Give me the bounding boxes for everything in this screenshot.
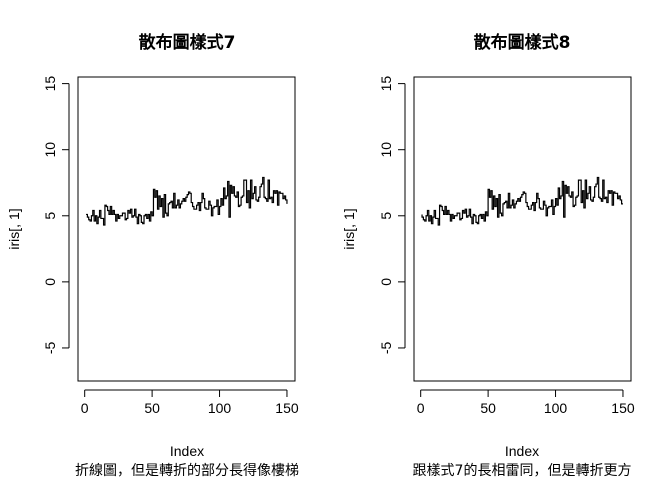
y-tick-label: 0 — [378, 278, 394, 286]
x-tick-label: 100 — [544, 400, 568, 416]
y-tick-label: 5 — [42, 212, 58, 220]
series-layer-2 — [421, 176, 623, 226]
y-tick-label: 10 — [42, 142, 58, 158]
y-tick-label: -5 — [378, 342, 394, 355]
plot-frame-2 — [413, 76, 632, 382]
x-tick-label: 0 — [417, 400, 425, 416]
series-line — [86, 176, 288, 226]
tick-layer-2: 0 50 100 150 -5 0 5 10 15 — [378, 76, 635, 416]
y-axis-label-2: iris[, 1] — [341, 208, 357, 249]
x-tick-label: 50 — [144, 400, 160, 416]
x-tick-label: 150 — [275, 400, 299, 416]
y-tick-label: 5 — [378, 212, 394, 220]
tick-layer-1: 0 50 100 150 -5 0 5 10 15 — [42, 76, 299, 416]
chart-panel-1: 散布圖樣式7 0 50 100 150 -5 0 5 10 15 Index iris[, 1]… — [6, 32, 299, 479]
series-layer-1 — [86, 176, 288, 226]
y-tick-label: -5 — [42, 342, 58, 355]
caption-1: 折線圖，但是轉折的部分長得像樓梯 — [75, 462, 299, 479]
caption-2: 跟樣式7的長相雷同，但是轉折更方 — [413, 462, 632, 479]
y-tick-label: 15 — [378, 76, 394, 92]
y-tick-label: 10 — [378, 142, 394, 158]
x-axis-label-2: Index — [505, 443, 539, 459]
x-tick-label: 0 — [81, 400, 89, 416]
y-tick-label: 15 — [42, 76, 58, 92]
x-tick-label: 100 — [208, 400, 232, 416]
x-tick-label: 50 — [480, 400, 496, 416]
y-tick-label: 0 — [42, 278, 58, 286]
chart-panel-2: 散布圖樣式8 0 50 100 150 -5 0 5 10 15 Index iris[, 1]… — [341, 32, 635, 479]
chart-title-2: 散布圖樣式8 — [474, 32, 571, 53]
chart-title-1: 散布圖樣式7 — [139, 32, 236, 53]
series-line — [421, 176, 623, 226]
y-axis-label-1: iris[, 1] — [6, 208, 22, 249]
x-tick-label: 150 — [611, 400, 635, 416]
x-axis-label-1: Index — [170, 443, 204, 459]
plot-frame-1 — [77, 76, 296, 382]
